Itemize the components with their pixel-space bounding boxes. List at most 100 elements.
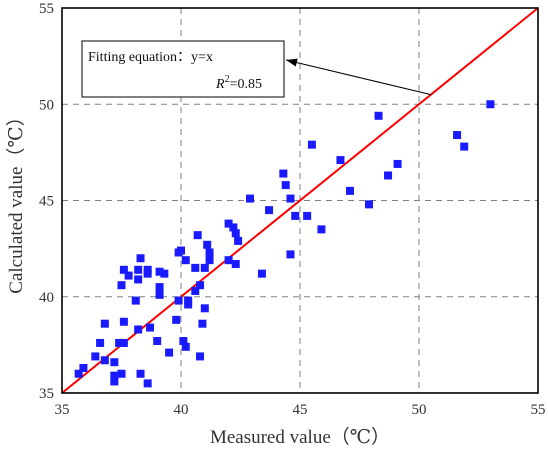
data-point xyxy=(155,290,164,299)
x-axis-title: Measured value（℃） xyxy=(210,426,390,448)
data-point xyxy=(74,369,83,378)
data-point xyxy=(198,319,207,328)
plot-frame xyxy=(61,7,539,394)
x-tick-label: 50 xyxy=(412,402,427,418)
annotation-arrowhead xyxy=(286,58,298,67)
data-point xyxy=(486,100,495,109)
data-point xyxy=(286,250,295,259)
data-point xyxy=(231,260,240,269)
data-point xyxy=(181,342,190,351)
x-tick-label: 55 xyxy=(531,402,546,418)
data-point xyxy=(153,337,162,346)
x-tick-label: 35 xyxy=(55,402,70,418)
x-tick-label: 40 xyxy=(174,402,189,418)
data-point xyxy=(96,338,105,347)
data-point xyxy=(117,281,126,290)
data-point xyxy=(453,131,462,140)
data-point xyxy=(224,256,233,265)
data-point xyxy=(191,286,200,295)
data-point xyxy=(196,281,205,290)
data-point xyxy=(177,246,185,255)
data-point xyxy=(172,315,181,324)
data-point xyxy=(196,352,205,361)
data-point xyxy=(136,254,145,263)
data-point xyxy=(303,211,312,220)
data-point xyxy=(191,263,200,272)
data-point xyxy=(181,256,190,265)
data-point xyxy=(100,319,109,328)
data-point xyxy=(124,271,133,280)
data-point xyxy=(79,363,88,372)
data-point xyxy=(146,323,155,332)
data-point xyxy=(265,206,274,215)
r-squared-value: =0.85 xyxy=(230,77,262,92)
y-tick-label: 45 xyxy=(39,194,54,210)
y-tick-label: 55 xyxy=(39,1,54,17)
data-point xyxy=(200,263,209,272)
data-point xyxy=(174,296,183,305)
data-point xyxy=(134,325,143,334)
data-point xyxy=(246,194,255,203)
data-point xyxy=(374,111,383,120)
data-point xyxy=(384,171,393,180)
data-point xyxy=(203,240,212,249)
data-point xyxy=(155,267,164,276)
data-point xyxy=(119,317,128,326)
data-point xyxy=(179,337,188,346)
fitting-annotation: Fitting equation：y=x R2=0.85 xyxy=(81,40,432,98)
y-tick-label: 50 xyxy=(39,97,54,113)
data-point xyxy=(119,265,128,274)
data-point xyxy=(365,200,374,209)
data-point xyxy=(110,371,119,380)
y-tick-label: 35 xyxy=(39,386,54,402)
data-point xyxy=(115,338,124,347)
data-point xyxy=(460,142,469,151)
data-point xyxy=(110,358,119,367)
data-point xyxy=(193,231,202,240)
data-point xyxy=(200,304,209,313)
data-point xyxy=(257,269,266,278)
r-squared-exponent: 2 xyxy=(225,74,230,85)
data-point xyxy=(224,219,233,228)
annotation-box xyxy=(81,40,285,98)
data-point xyxy=(205,248,214,257)
data-point xyxy=(317,225,326,234)
y-axis-title: Calculated value（℃） xyxy=(5,107,27,293)
data-point xyxy=(229,223,238,232)
data-point xyxy=(286,194,295,203)
data-point xyxy=(136,369,145,378)
data-point xyxy=(160,269,169,278)
data-point xyxy=(279,169,288,178)
data-point xyxy=(117,369,126,378)
data-point xyxy=(131,296,140,305)
r-squared-label: R2=0.85 xyxy=(215,74,262,92)
data-point xyxy=(336,156,345,165)
y-tick-label: 40 xyxy=(39,290,54,306)
data-point xyxy=(291,211,300,220)
data-point xyxy=(345,186,354,195)
data-point xyxy=(155,283,164,292)
data-point xyxy=(119,338,128,347)
data-point xyxy=(281,181,290,190)
r-squared-symbol: R xyxy=(215,77,225,92)
data-point xyxy=(134,265,143,274)
data-point xyxy=(91,352,100,361)
data-point xyxy=(393,159,402,168)
data-point xyxy=(307,140,316,149)
data-point xyxy=(110,377,119,386)
data-point xyxy=(143,379,152,388)
data-point xyxy=(184,296,193,305)
annotation-arrow xyxy=(285,59,432,96)
data-points xyxy=(74,100,495,388)
fitting-equation-label: Fitting equation：y=x xyxy=(88,50,213,65)
data-point xyxy=(205,256,214,265)
data-point xyxy=(165,348,174,357)
x-tick-label: 45 xyxy=(293,402,308,418)
data-point xyxy=(143,269,152,278)
data-point xyxy=(134,275,143,284)
tick-labels: 35 40 45 50 55 35 40 45 50 55 xyxy=(39,1,546,418)
data-point xyxy=(234,236,243,245)
data-point xyxy=(231,229,240,238)
data-point xyxy=(100,356,109,365)
